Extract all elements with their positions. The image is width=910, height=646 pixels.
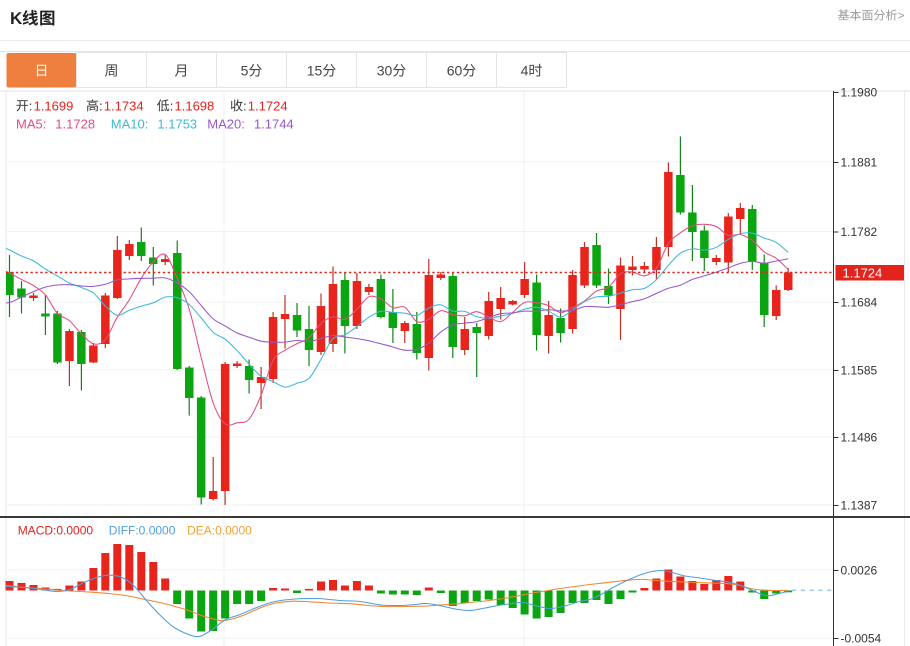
svg-text:1.1728: 1.1728	[55, 116, 95, 131]
svg-text:1.1684: 1.1684	[841, 296, 878, 310]
svg-text:MA10:: MA10:	[111, 116, 149, 131]
svg-text:1.1387: 1.1387	[841, 499, 878, 513]
svg-text:0: 0	[385, 63, 393, 79]
svg-text:1.1744: 1.1744	[254, 116, 294, 131]
svg-text:6: 6	[447, 63, 455, 79]
svg-text:1.1698: 1.1698	[175, 98, 215, 113]
svg-text:DEA:0.0000: DEA:0.0000	[187, 523, 252, 537]
svg-text:1.1724: 1.1724	[248, 98, 288, 113]
svg-text::: :	[170, 98, 174, 113]
svg-text:1.1724: 1.1724	[843, 265, 883, 280]
svg-text:1.1753: 1.1753	[157, 116, 197, 131]
svg-text:3: 3	[377, 63, 385, 79]
svg-text:MA20:: MA20:	[207, 116, 245, 131]
svg-text:-0.0054: -0.0054	[841, 632, 882, 646]
svg-text:4: 4	[521, 63, 529, 79]
svg-text:MACD:0.0000: MACD:0.0000	[18, 523, 94, 537]
svg-text:DIFF:0.0000: DIFF:0.0000	[109, 523, 176, 537]
svg-text::: :	[243, 98, 247, 113]
svg-text:1.1699: 1.1699	[34, 98, 74, 113]
svg-text:MA5:: MA5:	[16, 116, 46, 131]
svg-text:1.1980: 1.1980	[841, 86, 878, 100]
svg-text:5: 5	[315, 63, 323, 79]
svg-text:0: 0	[455, 63, 463, 79]
svg-text:1: 1	[307, 63, 315, 79]
svg-text::: :	[99, 98, 103, 113]
svg-text:1.1734: 1.1734	[104, 98, 144, 113]
svg-text:0.0026: 0.0026	[841, 564, 878, 578]
svg-text:1.1881: 1.1881	[841, 156, 878, 170]
svg-text:1.1585: 1.1585	[841, 364, 878, 378]
svg-text:5: 5	[241, 63, 249, 79]
svg-text:>: >	[898, 9, 905, 23]
svg-text::: :	[29, 98, 33, 113]
svg-text:1.1782: 1.1782	[841, 225, 878, 239]
svg-text:1.1486: 1.1486	[841, 431, 878, 445]
